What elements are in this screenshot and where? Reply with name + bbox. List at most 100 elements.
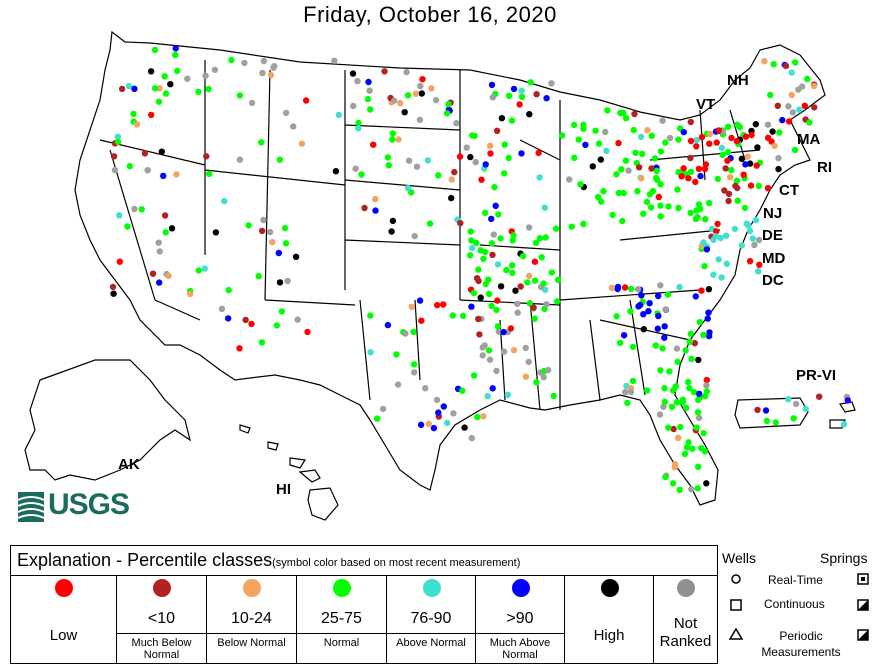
legend-class-1: <10 Much Below Normal [116, 575, 207, 663]
site-marker [693, 424, 700, 431]
site-marker [687, 330, 694, 337]
site-marker [503, 266, 510, 274]
site-marker [379, 405, 387, 413]
site-marker [810, 82, 818, 90]
site-marker [657, 202, 664, 209]
site-marker [681, 450, 689, 458]
site-marker [459, 312, 467, 319]
site-marker [695, 463, 702, 470]
site-marker [724, 157, 731, 164]
site-marker [275, 249, 282, 257]
site-marker [167, 81, 174, 88]
site-marker [672, 383, 679, 390]
site-marker [519, 253, 527, 260]
site-marker [433, 396, 441, 404]
site-marker [721, 187, 728, 194]
legend-label: High [593, 627, 625, 644]
site-marker [148, 111, 155, 119]
site-marker [531, 315, 538, 322]
wells-springs-legend: Wells Springs Real-Time Continuous Perio… [720, 548, 888, 664]
state-label-ak: AK [118, 456, 140, 473]
site-marker [665, 203, 672, 210]
site-marker [656, 411, 664, 418]
site-marker [332, 168, 340, 175]
site-marker [666, 368, 673, 375]
site-marker [278, 308, 285, 315]
site-marker [775, 165, 782, 173]
site-marker [228, 56, 235, 64]
legend-label: Low [49, 627, 78, 644]
site-marker [727, 174, 734, 181]
site-marker [111, 166, 119, 174]
site-marker [492, 202, 499, 209]
site-marker [453, 120, 460, 127]
site-marker [731, 225, 739, 233]
site-marker [518, 93, 526, 101]
site-marker [302, 97, 310, 104]
site-marker [493, 127, 501, 134]
continuous-label: Continuous [764, 597, 825, 611]
site-marker [410, 328, 417, 336]
site-marker [706, 130, 714, 138]
site-marker [704, 315, 711, 322]
site-marker [141, 150, 149, 157]
site-marker [467, 252, 474, 259]
site-marker [168, 225, 176, 232]
site-marker [600, 188, 607, 195]
site-marker [281, 224, 289, 232]
site-marker [655, 292, 662, 300]
site-marker [746, 160, 754, 167]
map-title: Friday, October 16, 2020 [303, 2, 557, 27]
site-marker [769, 128, 776, 135]
site-marker [674, 186, 681, 193]
legend-swatch [422, 579, 441, 597]
site-marker [723, 232, 730, 239]
site-marker [680, 128, 687, 136]
site-marker [110, 290, 117, 297]
site-marker [212, 229, 220, 236]
site-marker [580, 220, 587, 228]
site-marker [184, 75, 191, 82]
site-marker [647, 204, 655, 211]
site-marker [543, 301, 550, 308]
site-marker [518, 150, 525, 157]
site-marker [485, 276, 492, 283]
site-marker [733, 177, 741, 184]
site-marker [468, 237, 475, 244]
site-marker [771, 142, 778, 150]
site-marker [501, 170, 508, 177]
site-marker [505, 92, 513, 100]
site-marker [724, 149, 732, 156]
site-marker [690, 389, 698, 396]
site-marker [632, 149, 639, 156]
site-marker [627, 285, 635, 293]
site-marker [774, 102, 781, 110]
site-marker [702, 161, 710, 168]
site-marker [692, 178, 699, 186]
site-marker [444, 419, 451, 427]
legend-range: 76-90 [410, 610, 452, 627]
site-marker [657, 181, 664, 188]
legend-class-6: High [564, 575, 653, 663]
site-marker [151, 85, 159, 92]
site-marker [116, 212, 123, 219]
site-marker [692, 293, 699, 300]
legend-swatch [511, 579, 530, 597]
site-marker [700, 239, 707, 246]
site-marker [703, 480, 710, 487]
site-marker [487, 150, 494, 157]
site-marker [422, 385, 429, 392]
site-marker [680, 165, 687, 172]
site-marker [516, 101, 523, 108]
site-marker [484, 393, 491, 400]
site-marker [740, 171, 747, 178]
site-marker [785, 396, 792, 403]
site-marker [488, 215, 495, 223]
site-marker [509, 269, 516, 276]
site-marker [664, 291, 672, 298]
site-marker [381, 68, 388, 75]
site-marker [273, 322, 280, 329]
site-marker [449, 312, 456, 319]
site-marker [790, 415, 797, 422]
site-marker [424, 157, 432, 164]
